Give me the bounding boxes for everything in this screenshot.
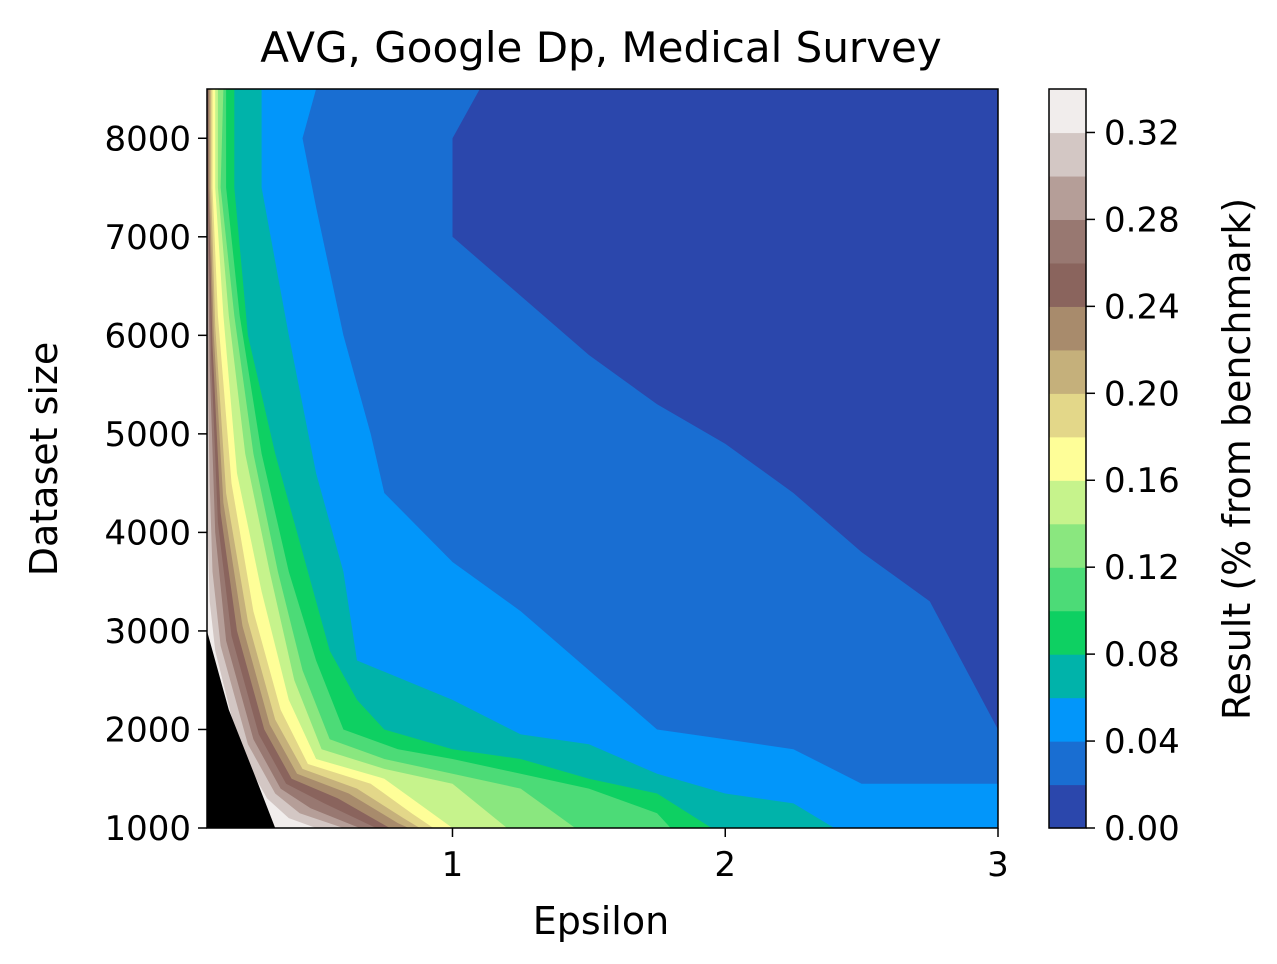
y-tick-label: 2000 xyxy=(104,710,191,750)
colorbar-swatch xyxy=(1049,132,1086,177)
colorbar-swatch xyxy=(1049,436,1086,481)
plot-frame xyxy=(206,88,999,829)
colorbar-swatch xyxy=(1049,741,1086,786)
y-tick-label: 3000 xyxy=(104,612,191,652)
colorbar-tick-label: 0.24 xyxy=(1104,287,1180,327)
colorbar-tick-label: 0.12 xyxy=(1104,548,1180,588)
colorbar-tick-label: 0.28 xyxy=(1104,200,1180,240)
colorbar-frame xyxy=(1048,88,1087,829)
y-tick-label: 8000 xyxy=(104,119,191,159)
colorbar-tick-label: 0.20 xyxy=(1104,374,1180,414)
colorbar-swatch xyxy=(1049,306,1086,351)
colorbar-swatch xyxy=(1049,523,1086,568)
x-axis-label: Epsilon xyxy=(533,899,669,943)
contour-band-7 xyxy=(207,89,507,828)
colorbar-tick-label: 0.00 xyxy=(1104,809,1180,849)
colorbar-tick-label: 0.04 xyxy=(1104,722,1180,762)
plot-area: 1 2 3 1000 2000 3000 4000 5000 6000 7000 8000 xyxy=(104,88,1009,885)
colorbar-tick-label: 0.16 xyxy=(1104,461,1180,501)
colorbar-swatch xyxy=(1049,219,1086,264)
colorbar-swatch xyxy=(1049,697,1086,742)
colorbar-swatch xyxy=(1049,784,1086,829)
contour-band-2 xyxy=(207,89,998,828)
y-tick-label: 1000 xyxy=(104,809,191,849)
colorbar: 0.00 0.04 0.08 0.12 0.16 0.20 0.24 0.28 0.32 xyxy=(1048,88,1180,849)
colorbar-swatch xyxy=(1049,567,1086,612)
colorbar-swatch xyxy=(1049,175,1086,221)
colorbar-swatch xyxy=(1049,89,1086,134)
contour-band-17 xyxy=(207,630,276,828)
chart-title: AVG, Google Dp, Medical Survey xyxy=(260,23,942,72)
colorbar-swatch xyxy=(1049,654,1086,699)
y-tick-label: 4000 xyxy=(104,513,191,553)
colorbar-swatch xyxy=(1049,480,1086,525)
colorbar-swatch xyxy=(1049,393,1086,438)
x-tick-label: 1 xyxy=(442,845,464,885)
y-tick-label: 7000 xyxy=(104,218,191,258)
colorbar-swatch xyxy=(1049,262,1086,307)
y-tick-label: 5000 xyxy=(104,415,191,455)
colorbar-swatch xyxy=(1049,610,1086,655)
colorbar-tick-label: 0.08 xyxy=(1104,635,1180,675)
colorbar-swatch xyxy=(1049,349,1086,394)
x-tick-label: 2 xyxy=(714,845,736,885)
x-tick-label: 3 xyxy=(987,845,1009,885)
y-axis-label: Dataset size xyxy=(22,342,66,577)
colorbar-label: Result (% from benchmark) xyxy=(1215,198,1259,720)
colorbar-tick-label: 0.32 xyxy=(1104,113,1180,153)
contour-band-8 xyxy=(207,89,453,828)
y-tick-label: 6000 xyxy=(104,316,191,356)
